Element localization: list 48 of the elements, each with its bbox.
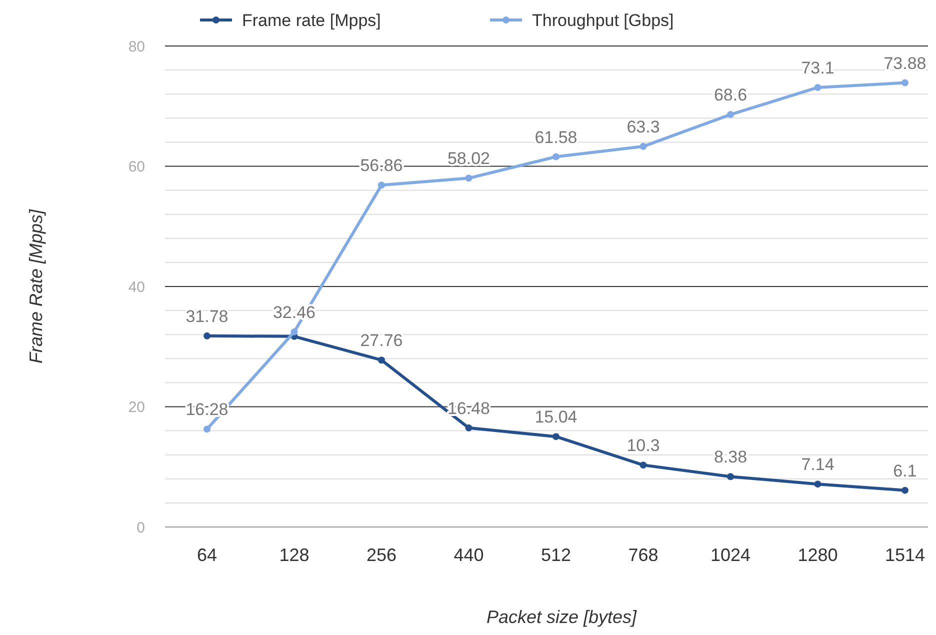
data-label: 7.14 (801, 455, 834, 474)
data-label: 61.58 (534, 128, 578, 147)
point (902, 79, 908, 86)
point (640, 142, 647, 150)
point (204, 332, 210, 340)
x-axis-title: Packet size [bytes] (486, 607, 638, 627)
y-axis-title: Frame Rate [Mpps] (26, 208, 46, 364)
data-label: 15.04 (534, 408, 578, 427)
point (640, 462, 647, 469)
y-tick-label: 60 (128, 158, 145, 176)
x-tick-label: 512 (540, 545, 572, 565)
point (814, 480, 822, 488)
x-tick-label: 128 (279, 545, 310, 565)
point (378, 356, 385, 364)
data-label: 6.1 (893, 461, 917, 480)
x-tick-label: 440 (454, 545, 484, 565)
point (290, 328, 298, 336)
data-label: 8.38 (714, 448, 748, 467)
legend-label: Frame rate [Mpps] (242, 10, 381, 30)
data-label: 63.3 (626, 117, 660, 136)
point (727, 111, 734, 118)
data-label: 73.1 (801, 58, 834, 78)
legend-label: Throughput [Gbps] (532, 10, 674, 30)
x-tick-label: 1280 (798, 545, 838, 565)
x-tick-label: 256 (366, 545, 397, 565)
y-tick-label: 20 (128, 399, 145, 416)
point (465, 424, 472, 432)
point (902, 486, 908, 494)
data-label: 58.02 (447, 149, 490, 168)
point (204, 426, 210, 433)
point (552, 153, 560, 160)
data-label: 73.88 (884, 54, 926, 73)
x-tick-label: 1514 (884, 545, 926, 565)
x-tick-label: 64 (196, 545, 218, 565)
y-tick-label: 0 (136, 519, 145, 536)
point (552, 433, 560, 440)
point (465, 174, 472, 182)
point (378, 182, 385, 189)
point (814, 84, 822, 91)
x-tick-label: 768 (628, 545, 658, 565)
x-tick-label: 1024 (710, 545, 751, 565)
data-label: 68.6 (714, 86, 748, 105)
data-label: 27.76 (360, 331, 403, 350)
y-tick-label: 40 (128, 278, 145, 296)
y-tick-label: 80 (128, 38, 145, 56)
data-label: 31.78 (186, 306, 228, 326)
data-label: 10.3 (626, 436, 660, 456)
point (727, 473, 734, 480)
